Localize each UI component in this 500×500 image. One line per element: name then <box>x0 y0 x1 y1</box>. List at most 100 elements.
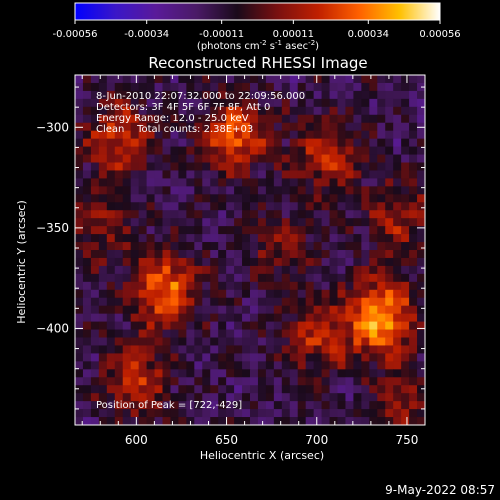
heatmap-cell <box>337 313 346 322</box>
heatmap-cell <box>369 75 378 84</box>
heatmap-cell <box>305 130 315 140</box>
heatmap-cell <box>265 130 275 140</box>
heatmap-cell <box>154 210 163 219</box>
heatmap-cell <box>186 313 195 322</box>
heatmap-cell <box>329 385 338 394</box>
heatmap-cell <box>305 313 315 322</box>
heatmap-cell <box>194 202 203 211</box>
heatmap-cell <box>401 337 410 346</box>
heatmap-cell <box>130 106 140 116</box>
heatmap-cell <box>401 377 410 386</box>
heatmap-cell <box>257 281 267 291</box>
heatmap-cell <box>82 337 92 346</box>
heatmap-cell <box>130 130 140 140</box>
heatmap-cell <box>417 337 426 346</box>
heatmap-cell <box>305 106 315 116</box>
heatmap-cell <box>409 297 418 307</box>
heatmap-cell <box>393 186 402 195</box>
heatmap-cell <box>242 273 251 283</box>
heatmap-cell <box>138 329 147 338</box>
heatmap-cell <box>257 154 267 163</box>
heatmap-cell <box>75 202 84 211</box>
heatmap-cell <box>178 281 187 291</box>
heatmap-cell <box>385 281 394 291</box>
heatmap-cell <box>82 369 92 378</box>
heatmap-cell <box>162 297 171 307</box>
heatmap-cell <box>345 369 354 378</box>
heatmap-cell <box>305 194 315 203</box>
heatmap-cell <box>369 313 378 322</box>
heatmap-cell <box>250 361 259 370</box>
heatmap-cell <box>385 369 394 378</box>
heatmap-cell <box>417 329 426 338</box>
heatmap-cell <box>98 401 108 410</box>
heatmap-cell <box>281 257 291 267</box>
heatmap-cell <box>194 146 203 155</box>
heatmap-cell <box>226 226 235 235</box>
heatmap-cell <box>122 257 132 267</box>
heatmap-cell <box>82 130 92 140</box>
heatmap-cell <box>361 305 370 315</box>
heatmap-cell <box>313 146 322 155</box>
heatmap-cell <box>82 138 92 147</box>
heatmap-cell <box>82 353 92 362</box>
heatmap-cell <box>305 98 315 108</box>
heatmap-cell <box>186 337 195 346</box>
heatmap-cell <box>393 273 402 283</box>
heatmap-cell <box>226 114 235 124</box>
heatmap-cell <box>178 178 187 187</box>
heatmap-cell <box>234 186 243 195</box>
heatmap-cell <box>154 257 163 267</box>
heatmap-cell <box>257 90 267 100</box>
heatmap-cell <box>106 90 116 100</box>
colorbar-tick-label: 0.00011 <box>273 29 314 40</box>
heatmap-cell <box>409 401 418 410</box>
heatmap-cell <box>178 297 187 307</box>
heatmap-cell <box>321 321 330 330</box>
heatmap-cell <box>186 114 195 124</box>
heatmap-cell <box>361 218 370 227</box>
heatmap-cell <box>273 353 283 362</box>
heatmap-cell <box>202 313 211 322</box>
heatmap-cell <box>393 218 402 227</box>
heatmap-cell <box>162 281 171 291</box>
heatmap-cell <box>178 257 187 267</box>
heatmap-cell <box>234 257 243 267</box>
heatmap-cell <box>409 337 418 346</box>
heatmap-cell <box>345 170 354 179</box>
heatmap-cell <box>305 250 315 259</box>
heatmap-cell <box>242 90 251 100</box>
heatmap-cell <box>114 90 124 100</box>
heatmap-cell <box>194 393 203 402</box>
heatmap-cell <box>273 313 283 322</box>
heatmap-cell <box>75 82 84 92</box>
heatmap-cell <box>250 329 259 338</box>
heatmap-cell <box>417 218 426 227</box>
heatmap-cell <box>297 170 307 179</box>
heatmap-cell <box>226 313 235 322</box>
heatmap-cell <box>337 281 346 291</box>
heatmap-cell <box>82 106 92 116</box>
heatmap-cell <box>393 265 402 275</box>
heatmap-cell <box>289 250 299 259</box>
heatmap-cell <box>321 273 330 283</box>
heatmap-cell <box>218 265 227 275</box>
heatmap-cell <box>337 353 346 362</box>
heatmap-cell <box>146 138 155 147</box>
heatmap-cell <box>218 321 227 330</box>
heatmap-cell <box>218 194 227 203</box>
heatmap-cell <box>345 250 354 259</box>
heatmap-cell <box>265 305 275 315</box>
heatmap-cell <box>321 329 330 338</box>
heatmap-cell <box>297 297 307 307</box>
heatmap-cell <box>369 234 378 243</box>
heatmap-cell <box>257 218 267 227</box>
heatmap-cell <box>321 114 330 124</box>
heatmap-cell <box>385 361 394 370</box>
heatmap-cell <box>146 353 155 362</box>
heatmap-cell <box>401 202 410 211</box>
timestamp: 9-May-2022 08:57 <box>385 483 495 497</box>
heatmap-cell <box>250 186 259 195</box>
heatmap-cell <box>194 170 203 179</box>
heatmap-cell <box>202 106 211 116</box>
